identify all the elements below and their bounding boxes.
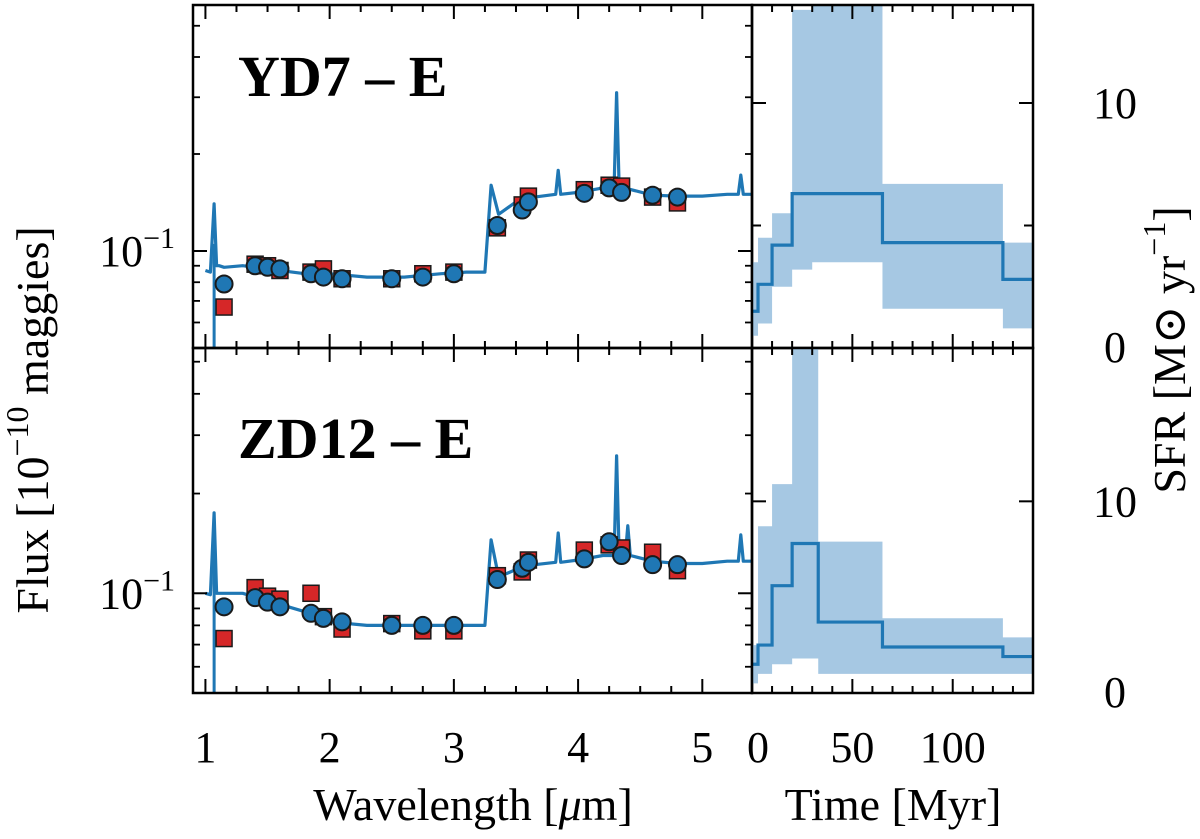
model-photometry-point [382,615,402,635]
observed-photometry-point [215,629,233,648]
sfr-uncertainty-band [752,5,1033,336]
model-photometry-point [444,264,464,284]
model-spectrum-line [204,91,752,279]
y-tick-label: 10 [1093,79,1137,128]
x-tick-label: 4 [567,723,589,772]
model-photometry-point [643,555,663,575]
x-tick-label: 2 [319,723,341,772]
sfr-median-line [752,541,1033,666]
model-photometry-point [487,570,507,590]
model-photometry-point [444,615,464,635]
panel-title-top: YD7 – E [238,44,447,109]
model-photometry-point [313,608,333,628]
sfh-ylabel: SFR [M⊙ yr−1] [1136,206,1195,493]
observed-photometry-point [302,584,320,603]
model-photometry-point [612,182,632,202]
sed-xlabel: Wavelength [μm] [313,779,633,830]
model-photometry-point [270,259,290,279]
model-photometry-point [214,597,234,617]
x-tick-label: 1 [194,723,216,772]
y-tick-label: 10 [1093,477,1137,526]
model-photometry-point [574,183,594,203]
x-tick-label: 5 [691,723,713,772]
model-photometry-point [667,555,687,575]
sed-frame [191,346,754,695]
y-tick-label: 0 [1104,323,1126,372]
sfh-panel-bottom: 0 50 100 0 10 [747,346,1137,772]
model-photometry-point [313,267,333,287]
observed-photometry-point [215,298,233,316]
x-tick-label: 50 [830,723,874,772]
sfr-median-line [752,192,1033,313]
sed-panel-top: 10−1 [99,3,754,350]
model-photometry-point [332,269,352,289]
sfr-uncertainty-band [752,348,1033,684]
model-photometry-point [599,532,619,552]
model-photometry-point [332,612,352,632]
model-photometry-point [413,615,433,635]
sfh-panel-top: 0 10 [750,3,1137,372]
sfh-xlabel: Time [Myr] [785,779,1002,830]
axis-labels: YD7 – E ZD12 – E Wavelength [μm] Time [M… [0,44,1195,830]
model-photometry-point [413,267,433,287]
x-tick-label: 100 [920,723,986,772]
model-photometry-point [382,269,402,289]
model-photometry-point [270,597,290,617]
sed-ylabel: Flux [10−10 maggies] [0,226,58,613]
model-photometry-point [612,546,632,566]
panel-title-bottom: ZD12 – E [238,406,473,471]
y-tick-label: 10−1 [99,564,175,618]
model-photometry-point [214,274,234,294]
model-photometry-point [487,215,507,235]
model-photometry-point [643,185,663,205]
y-tick-label: 10−1 [99,222,175,276]
model-photometry-point [667,187,687,207]
model-photometry-point [518,552,538,572]
y-tick-label: 0 [1104,668,1126,717]
x-tick-label: 0 [747,723,769,772]
x-tick-label: 3 [443,723,465,772]
model-photometry-point [574,549,594,569]
model-photometry-point [518,192,538,212]
